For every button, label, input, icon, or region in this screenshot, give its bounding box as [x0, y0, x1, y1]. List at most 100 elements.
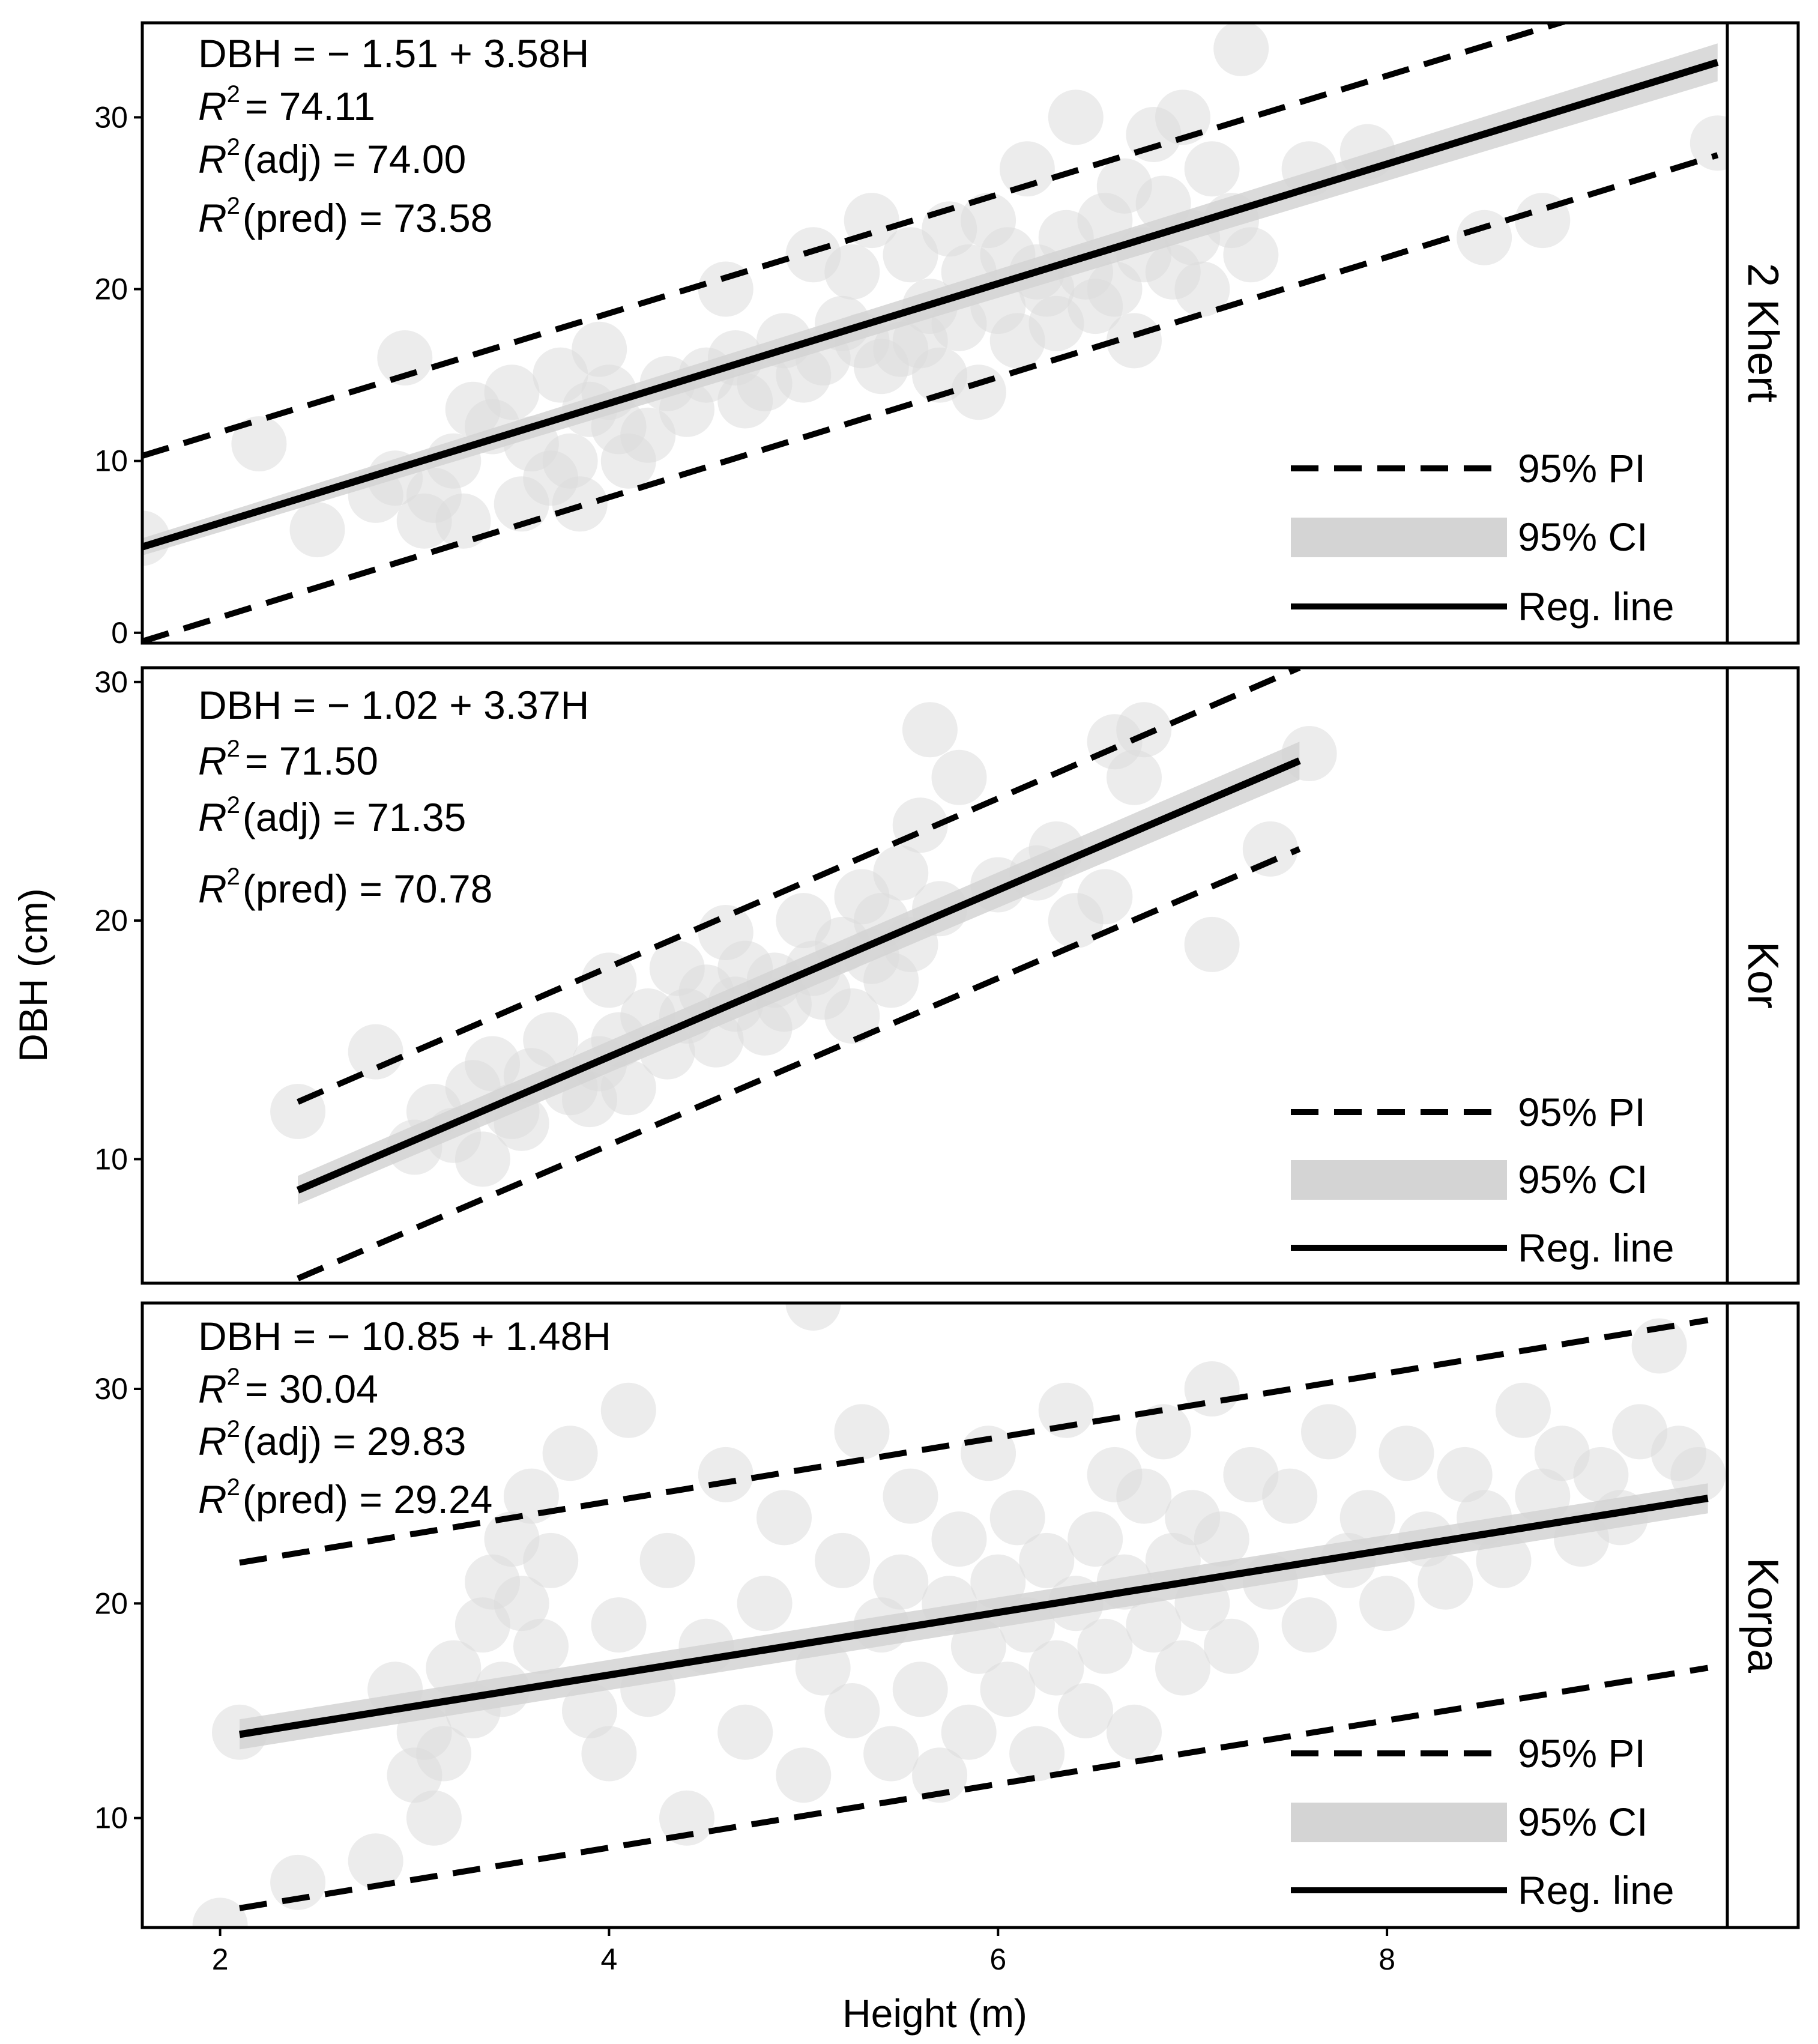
data-point [834, 1404, 890, 1460]
legend-ci-swatch [1291, 1160, 1507, 1200]
data-point [454, 1131, 510, 1187]
data-point [950, 364, 1006, 420]
data-point [1116, 702, 1172, 758]
data-point [416, 1726, 472, 1782]
legend-ci-label: 95% CI [1518, 1800, 1647, 1844]
data-point [406, 1790, 462, 1846]
x-tick-label: 4 [600, 1943, 617, 1976]
data-point [883, 1468, 938, 1524]
regression-line [142, 59, 1719, 551]
data-point [1058, 1683, 1113, 1738]
data-point [435, 493, 491, 549]
regression-line [296, 757, 1301, 1194]
data-point [1573, 1447, 1629, 1502]
panel-annotation: DBH = − 10.85 + 1.48H R2 = 30.04 R2(adj) … [198, 1314, 611, 1522]
x-axis: 2 4 6 8 [212, 1928, 1395, 1976]
data-point [494, 1576, 549, 1631]
data-point [824, 244, 880, 300]
data-point [1204, 1618, 1259, 1674]
data-point [1155, 1640, 1210, 1696]
r2adj-line: R2(adj) = 29.83 [198, 1416, 466, 1463]
data-point [513, 1618, 569, 1674]
data-point [1184, 141, 1240, 197]
data-point [1077, 869, 1133, 925]
legend: 95% PI 95% CI Reg. line [1291, 1731, 1675, 1912]
data-point [659, 1790, 714, 1846]
panel-2-khert: DBH = − 1.51 + 3.58H R2 = 74.11 R2(adj) =… [94, 21, 1800, 650]
data-point [1126, 1597, 1182, 1653]
data-point [523, 1012, 579, 1068]
data-point [863, 1726, 919, 1782]
pi-upper-line [239, 1317, 1709, 1566]
data-point [989, 1490, 1045, 1546]
strip-box [1726, 21, 1800, 645]
data-point [1418, 1554, 1473, 1610]
data-point [523, 1532, 579, 1588]
data-point [542, 1426, 598, 1481]
pi-upper-line [297, 668, 1301, 1105]
data-point [572, 321, 627, 377]
data-point [931, 1511, 987, 1567]
data-point [717, 1704, 773, 1760]
legend-ci-label: 95% CI [1518, 515, 1647, 559]
data-point [873, 1554, 929, 1610]
y-tick-label: 20 [94, 904, 128, 937]
data-point [999, 141, 1055, 197]
data-point [600, 1382, 656, 1438]
data-point [815, 1532, 871, 1588]
data-point [1135, 1404, 1191, 1460]
y-tick-label: 30 [94, 665, 128, 699]
y-axis: 0 10 20 30 [94, 100, 142, 650]
data-point [1242, 821, 1298, 877]
pi-lower-line [239, 1665, 1709, 1911]
data-point [1107, 1704, 1162, 1760]
panel-data-layer [270, 668, 1337, 1281]
data-point [1028, 1640, 1084, 1696]
pi-upper-line [142, 23, 1571, 459]
y-axis: 10 20 30 [94, 1372, 142, 1835]
panel-korpa: DBH = − 10.85 + 1.48H R2 = 30.04 R2(adj) … [94, 1301, 1800, 1929]
pi-lower-line [142, 152, 1719, 643]
data-point [620, 407, 676, 463]
data-point [484, 364, 540, 420]
legend-reg-label: Reg. line [1518, 1868, 1675, 1912]
data-point [581, 952, 637, 1008]
data-point [1019, 1532, 1075, 1588]
legend-pi-label: 95% PI [1518, 1731, 1646, 1776]
data-point [1194, 1511, 1249, 1567]
r2pred-line: R2(pred) = 70.78 [198, 863, 492, 911]
legend-reg-label: Reg. line [1518, 584, 1675, 629]
r2-line: R2 = 71.50 [198, 736, 378, 783]
data-point [1107, 313, 1162, 369]
data-point [941, 1704, 997, 1760]
y-axis: 10 20 30 [94, 665, 142, 1176]
data-point [192, 1897, 248, 1928]
panel-data-layer [142, 23, 1727, 643]
y-tick-label: 30 [94, 100, 128, 134]
data-point [1437, 1447, 1493, 1502]
y-tick-label: 20 [94, 1586, 128, 1620]
data-point [1339, 1490, 1395, 1546]
x-tick-label: 8 [1379, 1943, 1395, 1976]
data-point [1107, 749, 1162, 805]
data-point [1379, 1426, 1434, 1481]
data-point [1457, 210, 1512, 265]
panel-annotation: DBH = − 1.51 + 3.58H R2 = 74.11 R2(adj) =… [198, 31, 589, 240]
data-point [698, 1447, 753, 1502]
data-point [756, 1490, 812, 1546]
data-point [776, 1747, 832, 1803]
legend: 95% PI 95% CI Reg. line [1291, 446, 1675, 629]
data-point [581, 1726, 637, 1782]
legend-ci-swatch [1291, 518, 1507, 557]
r2-line: R2 = 74.11 [198, 81, 375, 129]
strip-label-korpa: Korpa [1739, 1558, 1787, 1674]
y-tick-label: 10 [94, 444, 128, 478]
data-point [377, 330, 433, 386]
panel-kor: DBH = − 1.02 + 3.37H R2 = 71.50 R2(adj) =… [94, 665, 1800, 1285]
legend-pi-label: 95% PI [1518, 1090, 1646, 1134]
data-point [348, 1024, 403, 1080]
y-tick-label: 10 [94, 1801, 128, 1835]
legend-ci-label: 95% CI [1518, 1157, 1647, 1202]
data-point [348, 1833, 403, 1889]
